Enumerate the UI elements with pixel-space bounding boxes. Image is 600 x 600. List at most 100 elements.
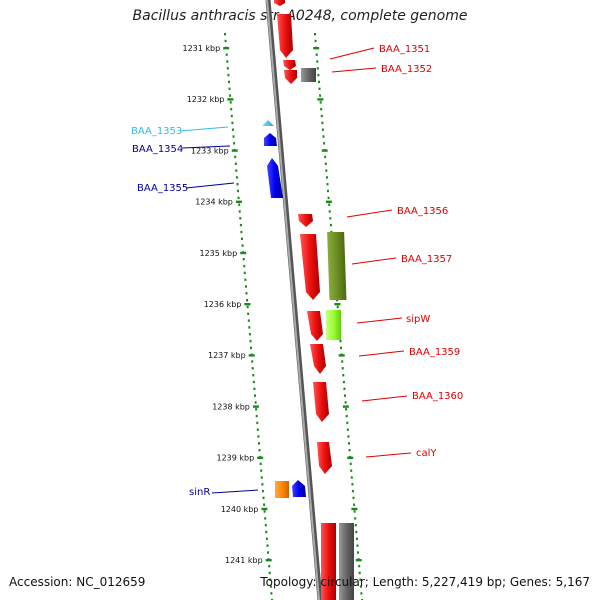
track-dot bbox=[264, 524, 267, 527]
track-dot bbox=[336, 299, 339, 302]
track-dot bbox=[241, 244, 244, 247]
track-dot bbox=[241, 237, 243, 240]
track-dot bbox=[347, 435, 350, 438]
kbp-tick-label: 1239 kbp bbox=[216, 454, 254, 463]
track-dot bbox=[269, 585, 272, 588]
track-dot bbox=[269, 578, 272, 581]
kbp-tick-label: 1238 kbp bbox=[212, 402, 250, 411]
kbp-tick-label: 1234 kbp bbox=[195, 198, 233, 207]
track-dot bbox=[327, 189, 329, 193]
track-dot bbox=[242, 258, 245, 261]
kbp-tick-label: 1233 kbp bbox=[191, 146, 229, 155]
gene-block-olive-1357 bbox=[327, 232, 347, 300]
track-dot bbox=[341, 360, 344, 363]
track-dot bbox=[351, 483, 354, 486]
track-tick bbox=[261, 507, 268, 511]
track-dot bbox=[243, 264, 246, 268]
track-dot bbox=[261, 489, 264, 493]
gene-arrow-caly bbox=[317, 442, 332, 474]
track-dot bbox=[247, 312, 250, 315]
track-tick bbox=[342, 405, 349, 408]
track-dot bbox=[342, 374, 345, 377]
track-dot bbox=[237, 189, 239, 193]
track-dot bbox=[344, 394, 346, 397]
track-dot bbox=[226, 67, 229, 70]
track-tick bbox=[317, 98, 324, 101]
track-dot bbox=[326, 183, 329, 186]
kbp-tick-label: 1240 kbp bbox=[221, 505, 259, 514]
track-dot bbox=[349, 462, 352, 465]
track-dot bbox=[235, 176, 238, 179]
track-dot bbox=[357, 551, 359, 554]
track-tick bbox=[325, 200, 332, 203]
gene-arrow-sinr bbox=[292, 480, 306, 497]
gene-label-baa-1360: BAA_1360 bbox=[412, 391, 463, 402]
track-dot bbox=[226, 60, 229, 63]
track-dot bbox=[322, 135, 325, 138]
track-dot bbox=[238, 203, 241, 206]
track-dot bbox=[245, 285, 247, 288]
track-dot bbox=[266, 544, 269, 547]
gene-arrow-baa-1356 bbox=[298, 214, 313, 227]
track-tick bbox=[252, 405, 259, 408]
track-dot bbox=[224, 33, 226, 36]
gene-labels: BAA_1351 BAA_1352 BAA_1353 BAA_1354 BAA_… bbox=[131, 44, 463, 498]
track-dot bbox=[265, 530, 268, 534]
track-dot bbox=[248, 326, 251, 329]
track-dot bbox=[263, 510, 266, 513]
track-dot bbox=[229, 94, 232, 97]
track-dot bbox=[247, 319, 250, 322]
track-dot bbox=[316, 60, 319, 63]
track-dot bbox=[246, 299, 249, 302]
gene-block-grey-bottom bbox=[339, 523, 354, 600]
track-dot bbox=[342, 380, 345, 384]
track-dot bbox=[233, 142, 236, 145]
track-dot bbox=[258, 449, 261, 452]
gene-label-baa-1351: BAA_1351 bbox=[379, 44, 430, 55]
gene-arrow-baa-1352 bbox=[283, 60, 296, 70]
track-dot bbox=[254, 401, 257, 404]
track-dot bbox=[329, 217, 332, 220]
track-dot bbox=[251, 367, 254, 370]
track-dot bbox=[329, 223, 332, 227]
track-dot bbox=[268, 564, 271, 568]
track-tick bbox=[231, 149, 238, 152]
track-tick bbox=[235, 200, 242, 203]
track-dot bbox=[252, 374, 255, 377]
track-dot bbox=[228, 80, 230, 84]
track-dot bbox=[360, 592, 363, 595]
gene-arrow-baa-1359 bbox=[310, 344, 326, 374]
track-dot bbox=[240, 230, 243, 234]
track-dot bbox=[248, 333, 251, 336]
track-dot bbox=[255, 414, 258, 418]
track-dot bbox=[232, 135, 235, 138]
track-dot bbox=[356, 544, 359, 547]
track-dot bbox=[230, 114, 233, 118]
track-dot bbox=[239, 217, 242, 220]
track-dot bbox=[320, 114, 323, 118]
track-dot bbox=[231, 121, 234, 125]
track-dot bbox=[235, 169, 238, 172]
track-dot bbox=[250, 346, 252, 350]
track-dot bbox=[229, 101, 232, 104]
track-dot bbox=[325, 169, 328, 172]
accession-text: Accession: NC_012659 bbox=[9, 575, 146, 589]
track-dot bbox=[339, 339, 342, 343]
track-dot bbox=[265, 537, 268, 540]
track-dot bbox=[263, 503, 266, 506]
track-tick bbox=[351, 507, 358, 511]
track-dot bbox=[348, 449, 351, 452]
track-dot bbox=[346, 421, 349, 425]
track-dot bbox=[270, 592, 273, 595]
track-dot bbox=[245, 292, 248, 295]
track-dot bbox=[238, 210, 241, 213]
track-dot bbox=[237, 196, 240, 200]
track-dot bbox=[267, 551, 269, 554]
track-dot bbox=[252, 380, 255, 384]
track-dot bbox=[249, 339, 252, 343]
track-dot bbox=[354, 517, 357, 520]
track-dot bbox=[225, 53, 228, 56]
track-dot bbox=[358, 571, 361, 575]
track-dot bbox=[224, 39, 227, 43]
gene-block-lime-sipw bbox=[326, 310, 341, 340]
